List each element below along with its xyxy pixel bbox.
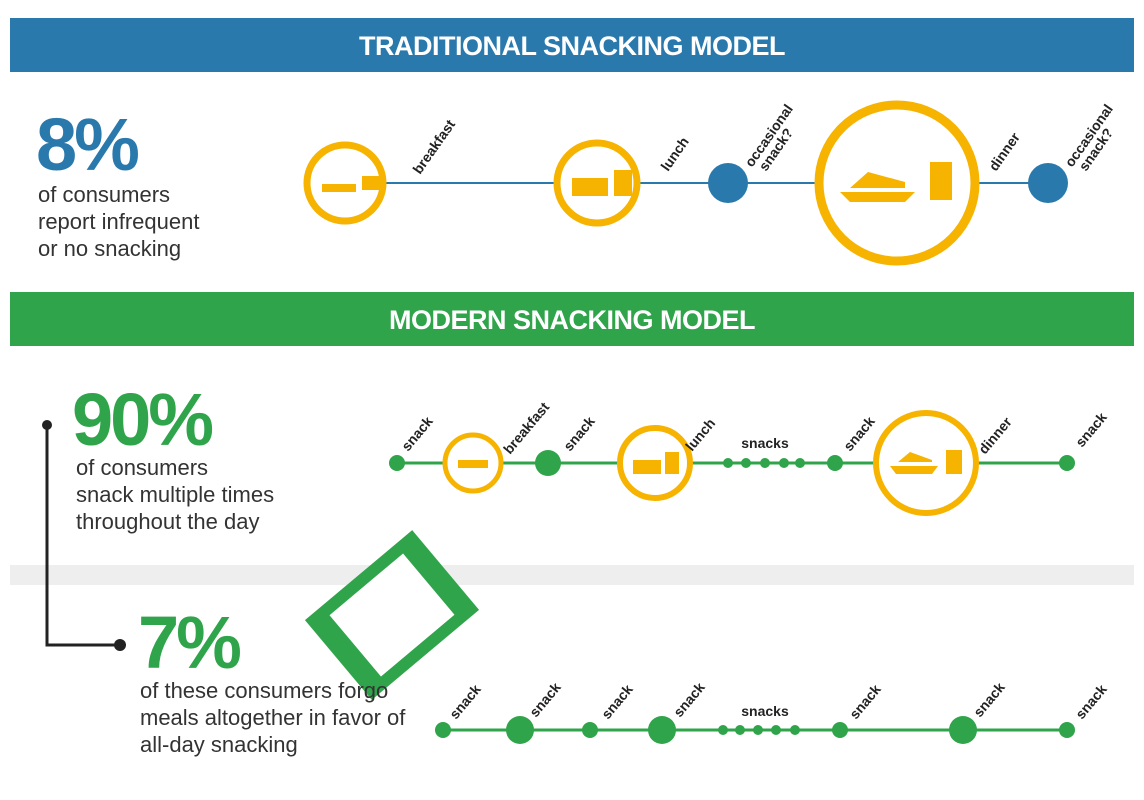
snack-bag [304,530,480,700]
description: throughout the day [76,509,259,534]
label: snack [670,679,708,720]
snack-dot [779,458,789,468]
label: snacks [741,435,789,451]
snack-dot [389,455,405,471]
label: lunch [657,134,692,174]
snack-dot [435,722,451,738]
bracket-dot [42,420,52,430]
banner-title: TRADITIONAL SNACKING MODEL [359,31,785,61]
description: of these consumers forgo [140,678,388,703]
label: snack [398,413,436,454]
snack-dot [741,458,751,468]
label: snack [846,681,884,722]
snack-dot [790,725,800,735]
label: snack [1072,681,1110,722]
icon [840,172,915,202]
snack-dot [582,722,598,738]
description: or no snacking [38,236,181,261]
banner [10,292,1134,346]
snack-dot [723,458,733,468]
label: breakfast [409,116,458,176]
snack-dot [827,455,843,471]
snack-dot [1059,455,1075,471]
icon [322,184,356,192]
bracket [42,420,126,651]
bracket-dot [114,639,126,651]
icon [362,176,380,190]
banner [10,18,1134,72]
label: snacks [741,703,789,719]
snack-dot [1028,163,1068,203]
icon [572,178,608,196]
snack-dot [771,725,781,735]
description: of consumers [76,455,208,480]
label: snack [560,413,598,454]
label: dinner [985,129,1023,174]
label: lunch [682,415,718,454]
label: snack [1072,409,1110,450]
label: snack [840,413,878,454]
description: report infrequent [38,209,199,234]
snack-dot [708,163,748,203]
snack-dot [535,450,561,476]
icon [614,170,632,196]
snack-dot [718,725,728,735]
stat: 8% [36,103,138,186]
label: snack [970,679,1008,720]
timeline: breakfast lunch occasional snack? dinner… [303,100,1116,266]
label: dinner [975,413,1015,456]
icon [890,452,938,474]
icon [930,162,952,200]
snack-dot [753,725,763,735]
bracket-line [45,425,120,647]
snack-dot [760,458,770,468]
divider [10,565,1134,585]
label: snack [526,679,564,720]
stat: 90% [72,378,212,461]
snack-dot [949,716,977,744]
snack-dot [795,458,805,468]
icon [946,450,962,474]
label: snack [446,681,484,722]
description: meals altogether in favor of [140,705,406,730]
description: snack multiple times [76,482,274,507]
description: all-day snacking [140,732,298,757]
snack-dot [506,716,534,744]
stat: 7% [138,601,240,684]
timeline: snack snack snack snack snacks snack snack snac… [435,679,1110,744]
timeline: snack breakfast snack lunch snacks snack dinne… [389,399,1110,516]
bag-label [329,553,455,677]
description: of consumers [38,182,170,207]
label: breakfast [500,399,552,457]
banner-title: MODERN SNACKING MODEL [389,305,755,335]
snack-dot [735,725,745,735]
meal-circle [303,141,387,225]
meal-circle [873,410,979,516]
icon [665,452,679,474]
snack-dot [832,722,848,738]
snack-dot [648,716,676,744]
snack-dot [1059,722,1075,738]
label: snack [598,681,636,722]
icon [633,460,661,474]
icon [458,460,488,468]
